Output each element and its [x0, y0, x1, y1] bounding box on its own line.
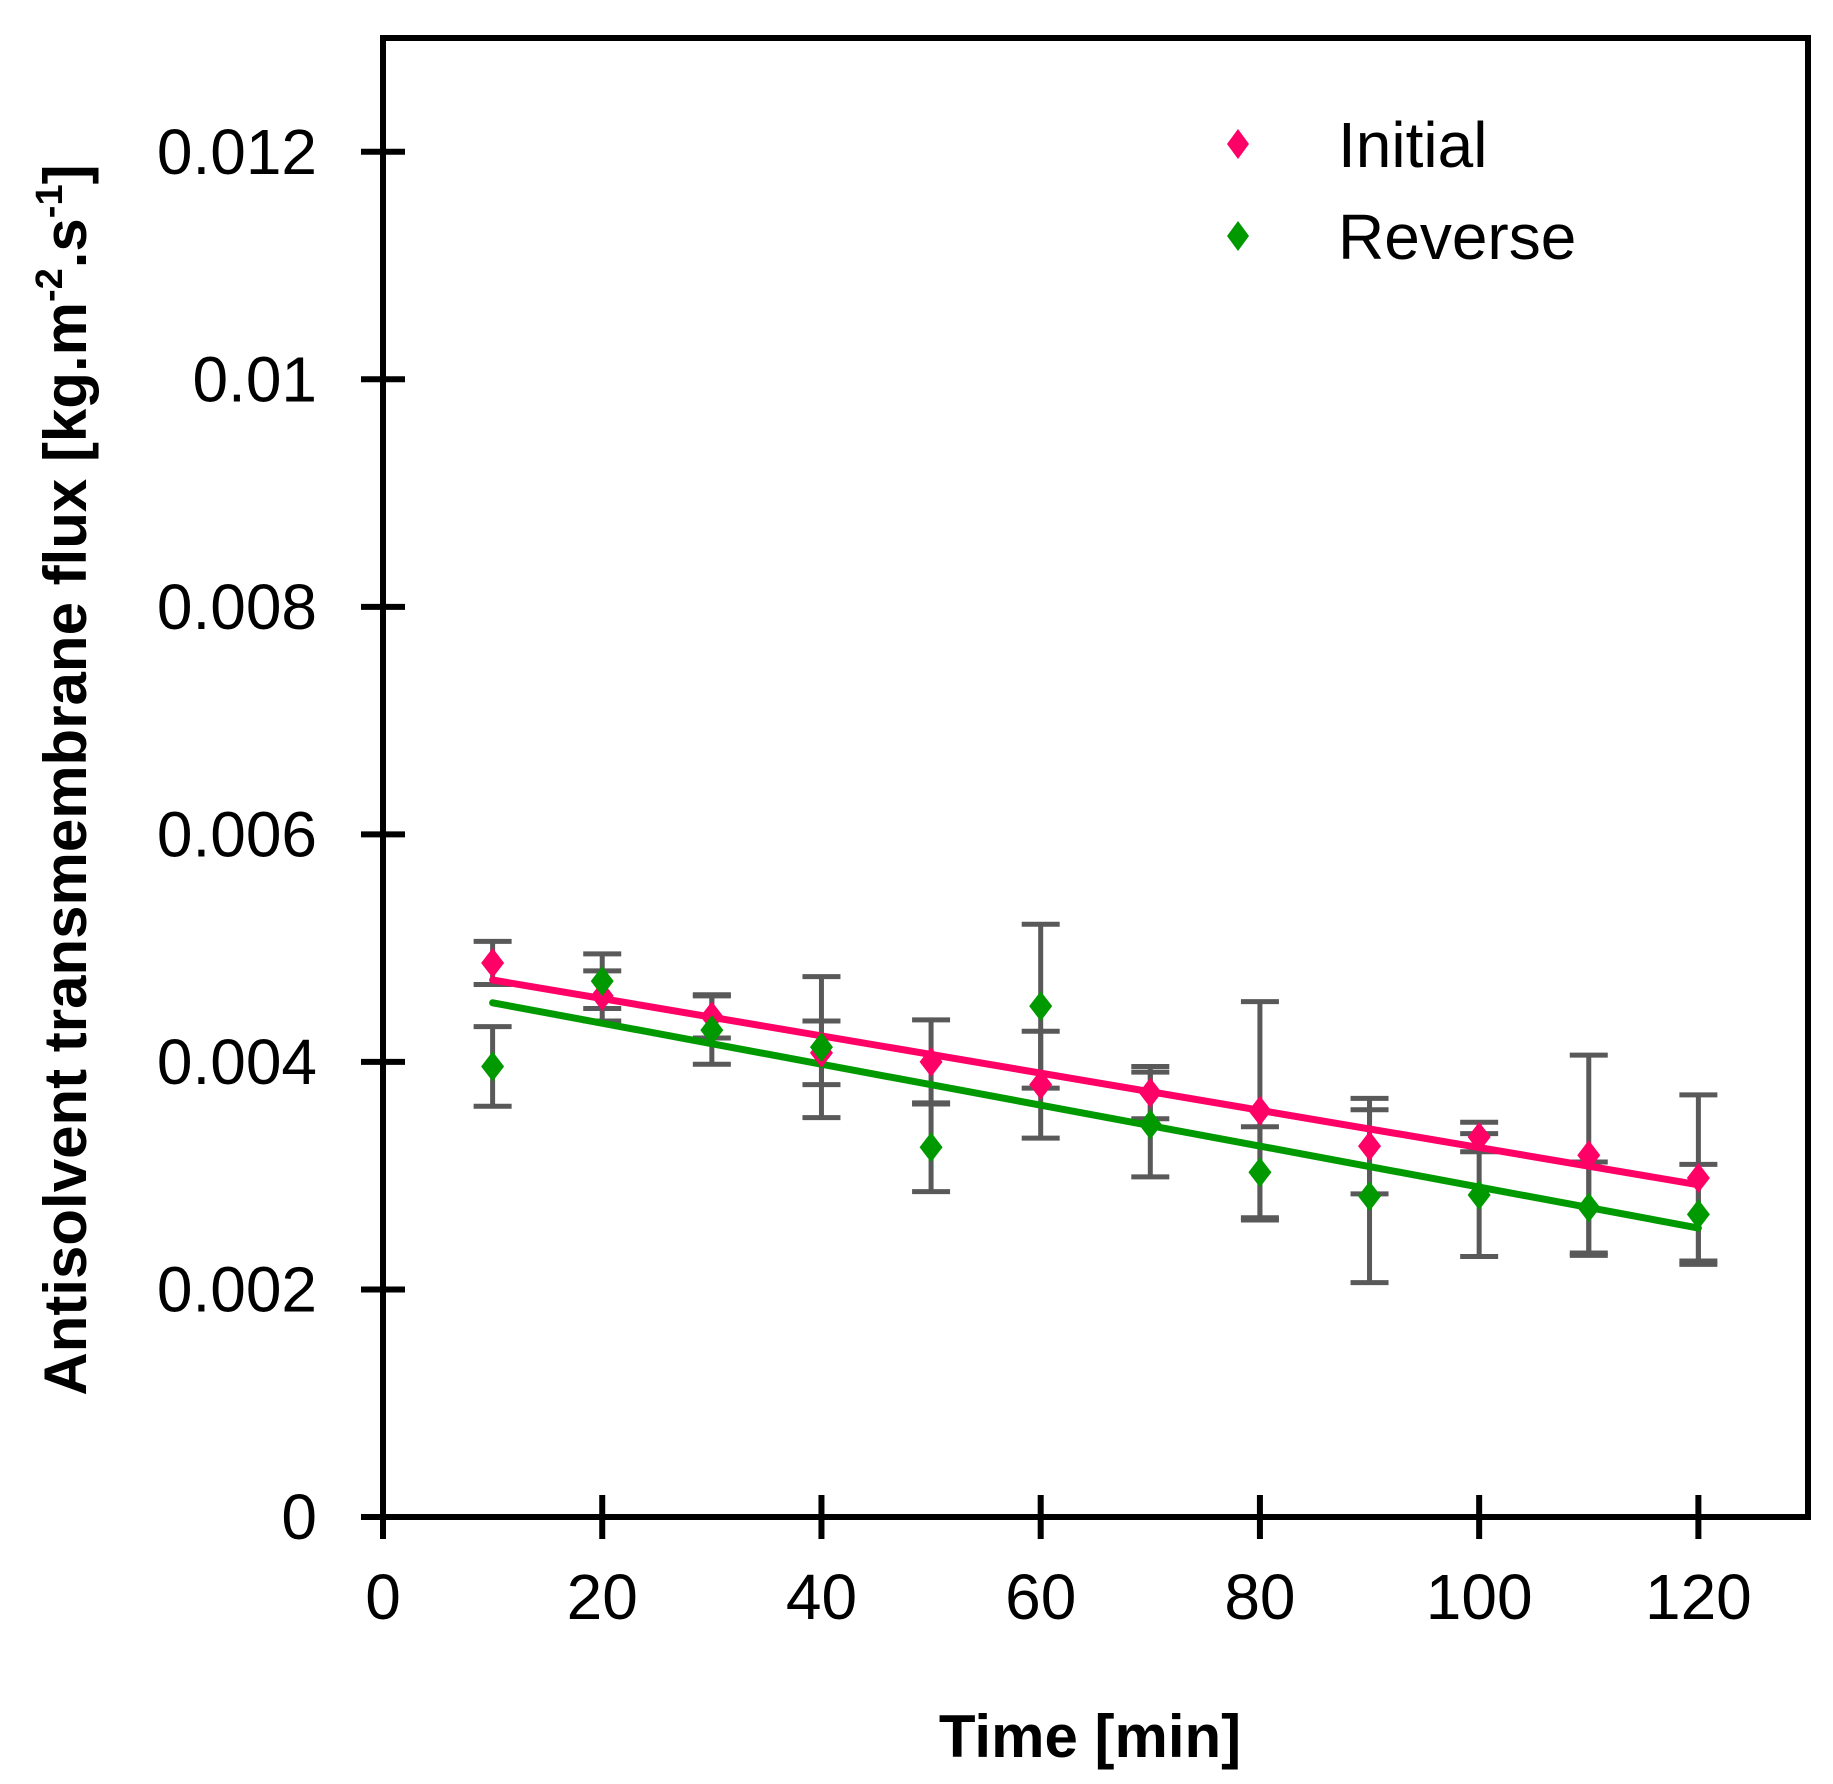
data-point-initial: [1577, 1140, 1601, 1171]
data-point-reverse: [1138, 1109, 1162, 1140]
trend-line-initial: [489, 976, 1702, 1189]
x-tick-label: 80: [1224, 1561, 1295, 1633]
y-tick-label: 0.008: [157, 571, 317, 643]
y-axis-title-main: Antisolvent transmembrane flux [kg.m: [32, 302, 99, 1396]
x-tick-label: 60: [1005, 1561, 1076, 1633]
data-point-reverse: [481, 1051, 505, 1082]
y-axis-title-exponent-2: -1: [29, 184, 71, 218]
data-point-reverse: [1577, 1192, 1601, 1223]
plot-area-frame: [380, 35, 1811, 1520]
legend: Initial Reverse: [1227, 109, 1576, 273]
y-tick-label: 0.01: [192, 343, 317, 415]
y-tick-label: 0.004: [157, 1026, 317, 1098]
y-axis-title-suffix: ]: [32, 164, 99, 184]
data-point-initial: [1467, 1122, 1491, 1152]
y-tick-label: 0: [281, 1481, 317, 1553]
x-tick-label: 100: [1426, 1561, 1533, 1633]
data-point-initial: [919, 1046, 943, 1077]
y-tick-label: 0.002: [157, 1253, 317, 1325]
data-point-reverse: [590, 966, 614, 997]
legend-label-initial: Initial: [1338, 109, 1487, 181]
data-point-reverse: [1358, 1181, 1382, 1212]
legend-label-reverse: Reverse: [1338, 201, 1576, 273]
data-point-reverse: [1686, 1199, 1710, 1230]
data-point-initial: [1686, 1163, 1710, 1193]
data-point-initial: [1138, 1077, 1162, 1108]
x-tick-label: 40: [786, 1561, 857, 1633]
data-point-reverse: [919, 1132, 943, 1163]
data-points: [481, 947, 1710, 1230]
data-point-initial: [481, 947, 505, 978]
x-tick-label: 120: [1645, 1561, 1752, 1633]
data-point-reverse: [809, 1032, 833, 1063]
data-point-reverse: [1029, 991, 1053, 1022]
axis-ticks: [361, 148, 1702, 1539]
legend-marker-reverse: [1227, 221, 1249, 251]
legend-marker-initial: [1227, 129, 1249, 159]
data-point-initial: [1029, 1069, 1053, 1100]
data-point-initial: [1248, 1095, 1272, 1126]
x-tick-label: 0: [365, 1561, 401, 1633]
y-tick-labels: 0 0.002 0.004 0.006 0.008 0.01 0.012: [157, 116, 317, 1553]
y-axis-title: Antisolvent transmembrane flux [kg.m-2.s…: [29, 164, 99, 1395]
x-tick-label: 20: [567, 1561, 638, 1633]
y-axis-title-middle: .s: [32, 218, 99, 268]
trend-line-reverse: [489, 999, 1702, 1232]
y-axis-title-exponent-1: -2: [29, 268, 71, 302]
data-point-initial: [1358, 1131, 1382, 1162]
y-tick-label: 0.012: [157, 116, 317, 188]
trend-lines: [489, 976, 1702, 1232]
x-tick-labels: 0 20 40 60 80 100 120: [365, 1561, 1752, 1633]
y-tick-label: 0.006: [157, 798, 317, 870]
x-axis-title: Time [min]: [939, 1703, 1241, 1770]
data-point-reverse: [1467, 1180, 1491, 1210]
data-point-reverse: [700, 1015, 724, 1046]
data-point-reverse: [1248, 1157, 1272, 1188]
